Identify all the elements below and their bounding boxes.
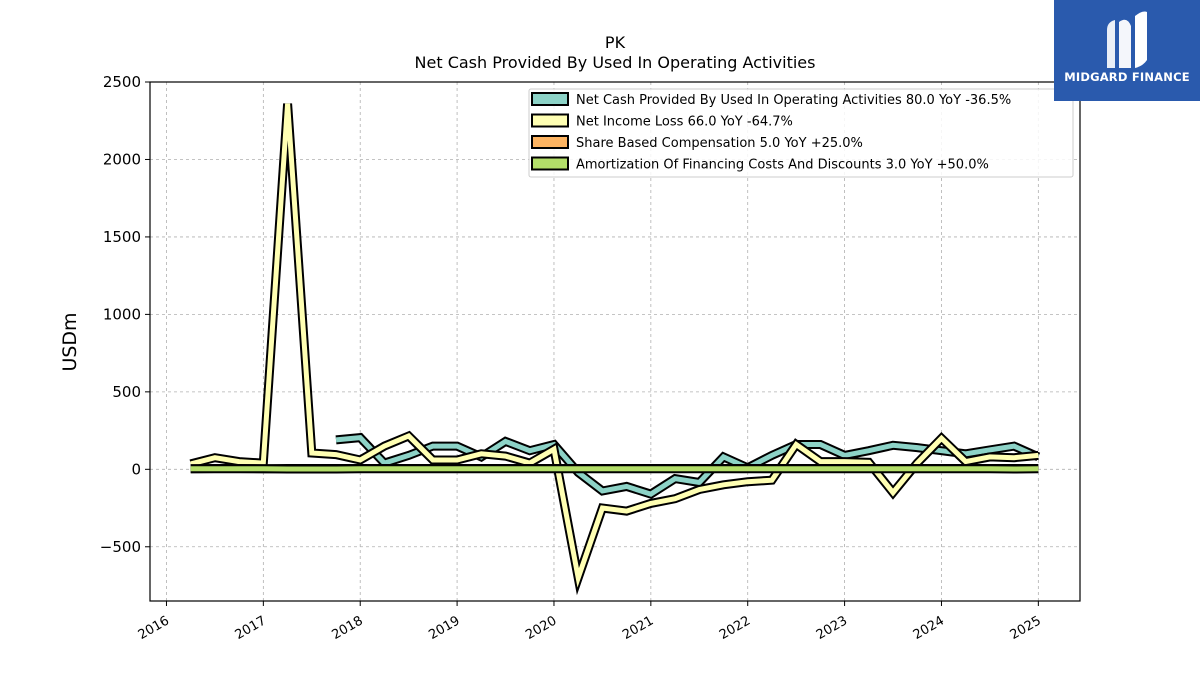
legend-swatch — [531, 113, 569, 128]
x-tick-label: 2016 — [136, 613, 172, 643]
y-tick-label: −500 — [100, 538, 141, 556]
series-1 — [189, 103, 1039, 596]
x-tick-label: 2018 — [330, 613, 366, 643]
legend-box — [528, 88, 1074, 178]
y-tick-label: 0 — [131, 460, 141, 478]
x-tick-label: 2019 — [426, 613, 462, 643]
y-axis: −500 0 500 1000 1500 2000 2500 — [100, 73, 150, 556]
chart-title: PK — [605, 33, 626, 52]
legend-entry: Net Income Loss 66.0 YoY -64.7% — [576, 115, 793, 130]
x-tick-label: 2021 — [620, 613, 656, 643]
y-axis-label: USDm — [59, 312, 81, 371]
plot-frame — [149, 81, 1081, 602]
x-tick-label: 2024 — [911, 613, 947, 643]
legend-entry: Net Cash Provided By Used In Operating A… — [576, 93, 1011, 108]
brand-logo: MIDGARD FINANCE — [1054, 0, 1200, 101]
x-tick-label: 2023 — [814, 613, 850, 643]
y-tick-label: 500 — [112, 383, 141, 401]
series-line — [190, 103, 1039, 588]
x-axis: 2016 2017 2018 2019 2020 2021 2022 2023 2024 2025 — [136, 601, 1044, 643]
y-tick-label: 1500 — [103, 228, 141, 246]
y-tick-label: 2500 — [103, 73, 141, 91]
x-tick-label: 2022 — [717, 613, 753, 643]
x-tick-label: 2025 — [1008, 613, 1044, 643]
legend-entry: Share Based Compensation 5.0 YoY +25.0% — [576, 136, 863, 151]
legend-entry: Amortization Of Financing Costs And Disc… — [576, 158, 989, 173]
logo-mark-icon — [1107, 11, 1147, 68]
x-tick-label: 2017 — [233, 613, 269, 643]
legend-swatch — [531, 135, 569, 149]
legend: Net Cash Provided By Used In Operating A… — [528, 88, 1074, 178]
legend-swatch — [531, 156, 569, 171]
x-tick-label: 2020 — [523, 613, 559, 643]
series-layer — [189, 103, 1041, 596]
y-tick-label: 2000 — [103, 150, 141, 168]
y-tick-label: 1000 — [103, 305, 141, 323]
logo-text: MIDGARD FINANCE — [1064, 70, 1190, 84]
chart-subtitle: Net Cash Provided By Used In Operating A… — [415, 53, 816, 72]
legend-swatch — [531, 92, 569, 106]
series-0 — [335, 432, 1041, 500]
series-line — [335, 434, 1040, 497]
